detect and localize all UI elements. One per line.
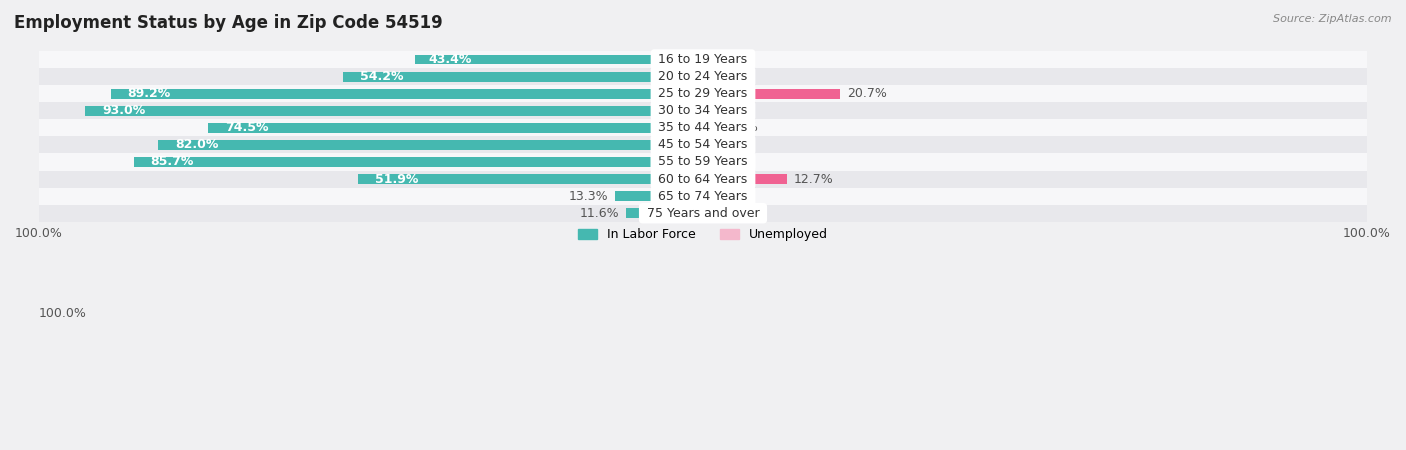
- Bar: [208, 123, 703, 133]
- Bar: [359, 174, 703, 184]
- Bar: [415, 54, 703, 64]
- Text: 55 to 59 Years: 55 to 59 Years: [654, 156, 752, 168]
- Bar: [703, 140, 716, 150]
- Text: 0.0%: 0.0%: [710, 70, 741, 83]
- Text: 93.0%: 93.0%: [103, 104, 145, 117]
- Bar: [614, 191, 703, 201]
- Text: 45 to 54 Years: 45 to 54 Years: [654, 139, 752, 151]
- Bar: [703, 157, 716, 167]
- Text: 11.6%: 11.6%: [579, 207, 619, 220]
- Text: 30 to 34 Years: 30 to 34 Years: [654, 104, 752, 117]
- Text: Source: ZipAtlas.com: Source: ZipAtlas.com: [1274, 14, 1392, 23]
- Bar: [86, 106, 703, 116]
- Bar: [39, 136, 1367, 153]
- Text: 75 Years and over: 75 Years and over: [643, 207, 763, 220]
- Text: 0.0%: 0.0%: [710, 189, 741, 202]
- Text: 74.5%: 74.5%: [225, 122, 269, 135]
- Bar: [39, 85, 1367, 102]
- Bar: [111, 89, 703, 99]
- Legend: In Labor Force, Unemployed: In Labor Force, Unemployed: [578, 228, 828, 241]
- Text: 43.4%: 43.4%: [427, 53, 471, 66]
- Bar: [39, 51, 1367, 68]
- Text: 1.8%: 1.8%: [721, 139, 754, 151]
- Bar: [39, 102, 1367, 119]
- Bar: [703, 89, 841, 99]
- Bar: [39, 119, 1367, 136]
- Text: 54.2%: 54.2%: [360, 70, 404, 83]
- Text: 35 to 44 Years: 35 to 44 Years: [654, 122, 752, 135]
- Text: 0.0%: 0.0%: [710, 53, 741, 66]
- Text: 13.3%: 13.3%: [568, 189, 607, 202]
- Text: 65 to 74 Years: 65 to 74 Years: [654, 189, 752, 202]
- Text: 20.7%: 20.7%: [846, 87, 887, 100]
- Text: 89.2%: 89.2%: [128, 87, 170, 100]
- Text: 0.0%: 0.0%: [710, 104, 741, 117]
- Text: 0.0%: 0.0%: [710, 207, 741, 220]
- Bar: [39, 171, 1367, 188]
- Bar: [343, 72, 703, 81]
- Text: 82.0%: 82.0%: [176, 139, 218, 151]
- Text: 25 to 29 Years: 25 to 29 Years: [654, 87, 752, 100]
- Bar: [626, 208, 703, 218]
- Text: 1.8%: 1.8%: [721, 156, 754, 168]
- Bar: [159, 140, 703, 150]
- Text: 60 to 64 Years: 60 to 64 Years: [654, 172, 752, 185]
- Bar: [39, 205, 1367, 222]
- Text: 2.5%: 2.5%: [727, 122, 758, 135]
- Bar: [703, 123, 720, 133]
- Bar: [703, 174, 787, 184]
- Text: Employment Status by Age in Zip Code 54519: Employment Status by Age in Zip Code 545…: [14, 14, 443, 32]
- Text: 100.0%: 100.0%: [39, 307, 87, 320]
- Bar: [39, 68, 1367, 85]
- Text: 16 to 19 Years: 16 to 19 Years: [654, 53, 752, 66]
- Text: 12.7%: 12.7%: [794, 172, 834, 185]
- Text: 20 to 24 Years: 20 to 24 Years: [654, 70, 752, 83]
- Bar: [134, 157, 703, 167]
- Bar: [39, 153, 1367, 171]
- Text: 51.9%: 51.9%: [375, 172, 419, 185]
- Text: 85.7%: 85.7%: [150, 156, 194, 168]
- Bar: [39, 188, 1367, 205]
